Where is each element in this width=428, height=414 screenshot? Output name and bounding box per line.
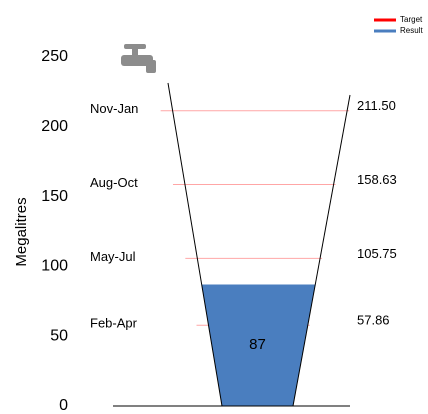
category-label: Feb-Apr [90,316,138,331]
category-label: May-Jul [90,249,136,264]
y-tick-label: 250 [41,48,68,65]
funnel-right [292,94,351,407]
faucet-icon [121,44,156,73]
target-value-label: 57.86 [357,313,390,328]
legend-label: Result [400,26,423,35]
y-tick-label: 200 [41,118,68,135]
result-fill [201,284,316,406]
funnel-left [167,82,223,407]
y-axis-label: Megalitres [13,197,30,266]
y-tick-label: 0 [59,397,68,414]
target-value-label: 211.50 [357,98,396,113]
result-value-label: 87 [249,336,266,353]
y-tick-label: 100 [41,258,68,275]
category-label: Aug-Oct [90,175,138,190]
y-tick-label: 150 [41,188,68,205]
target-value-label: 158.63 [357,172,397,187]
category-label: Nov-Jan [90,101,138,116]
target-value-label: 105.75 [357,246,397,261]
legend-label: Target [400,15,423,24]
y-tick-label: 50 [50,327,68,344]
